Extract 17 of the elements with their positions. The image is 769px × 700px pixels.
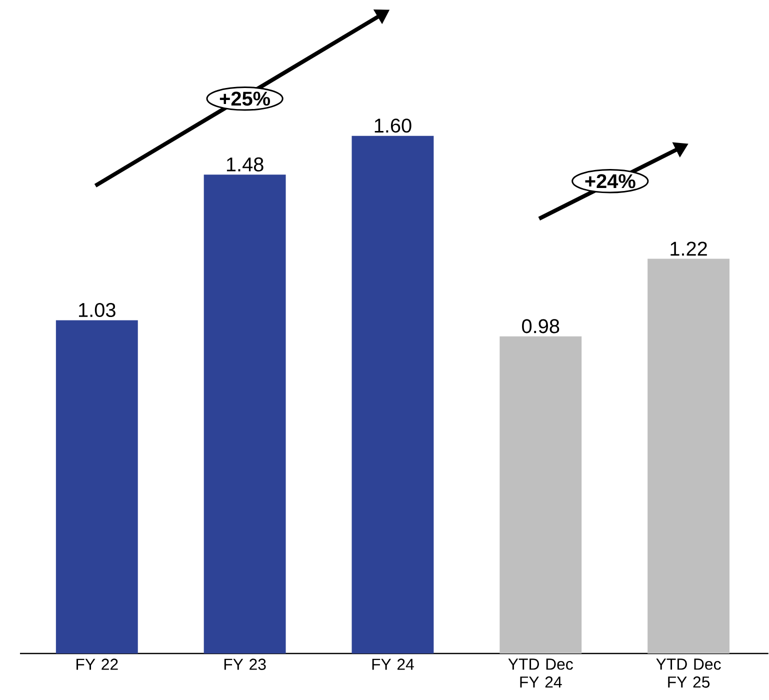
- x-tick-label: FY 24: [372, 658, 414, 670]
- x-tick-label: FY 22: [76, 658, 118, 670]
- bar: [352, 136, 434, 654]
- data-label: 0.98: [522, 318, 560, 334]
- data-label: 1.60: [374, 118, 412, 132]
- bar: [500, 336, 582, 654]
- x-tick-label: YTD Dec FY 25: [656, 658, 721, 688]
- bar: [204, 174, 286, 654]
- data-label: 1.03: [79, 302, 116, 317]
- bar: [648, 258, 730, 654]
- bar: [56, 320, 138, 654]
- text: +25%: [220, 91, 270, 106]
- data-label: 1.48: [226, 157, 264, 172]
- data-label: 1.22: [670, 241, 707, 256]
- x-tick-label: FY 23: [224, 658, 266, 670]
- x-tick-label: YTD Dec FY 24: [508, 658, 573, 688]
- annotation: +24%: [585, 174, 636, 188]
